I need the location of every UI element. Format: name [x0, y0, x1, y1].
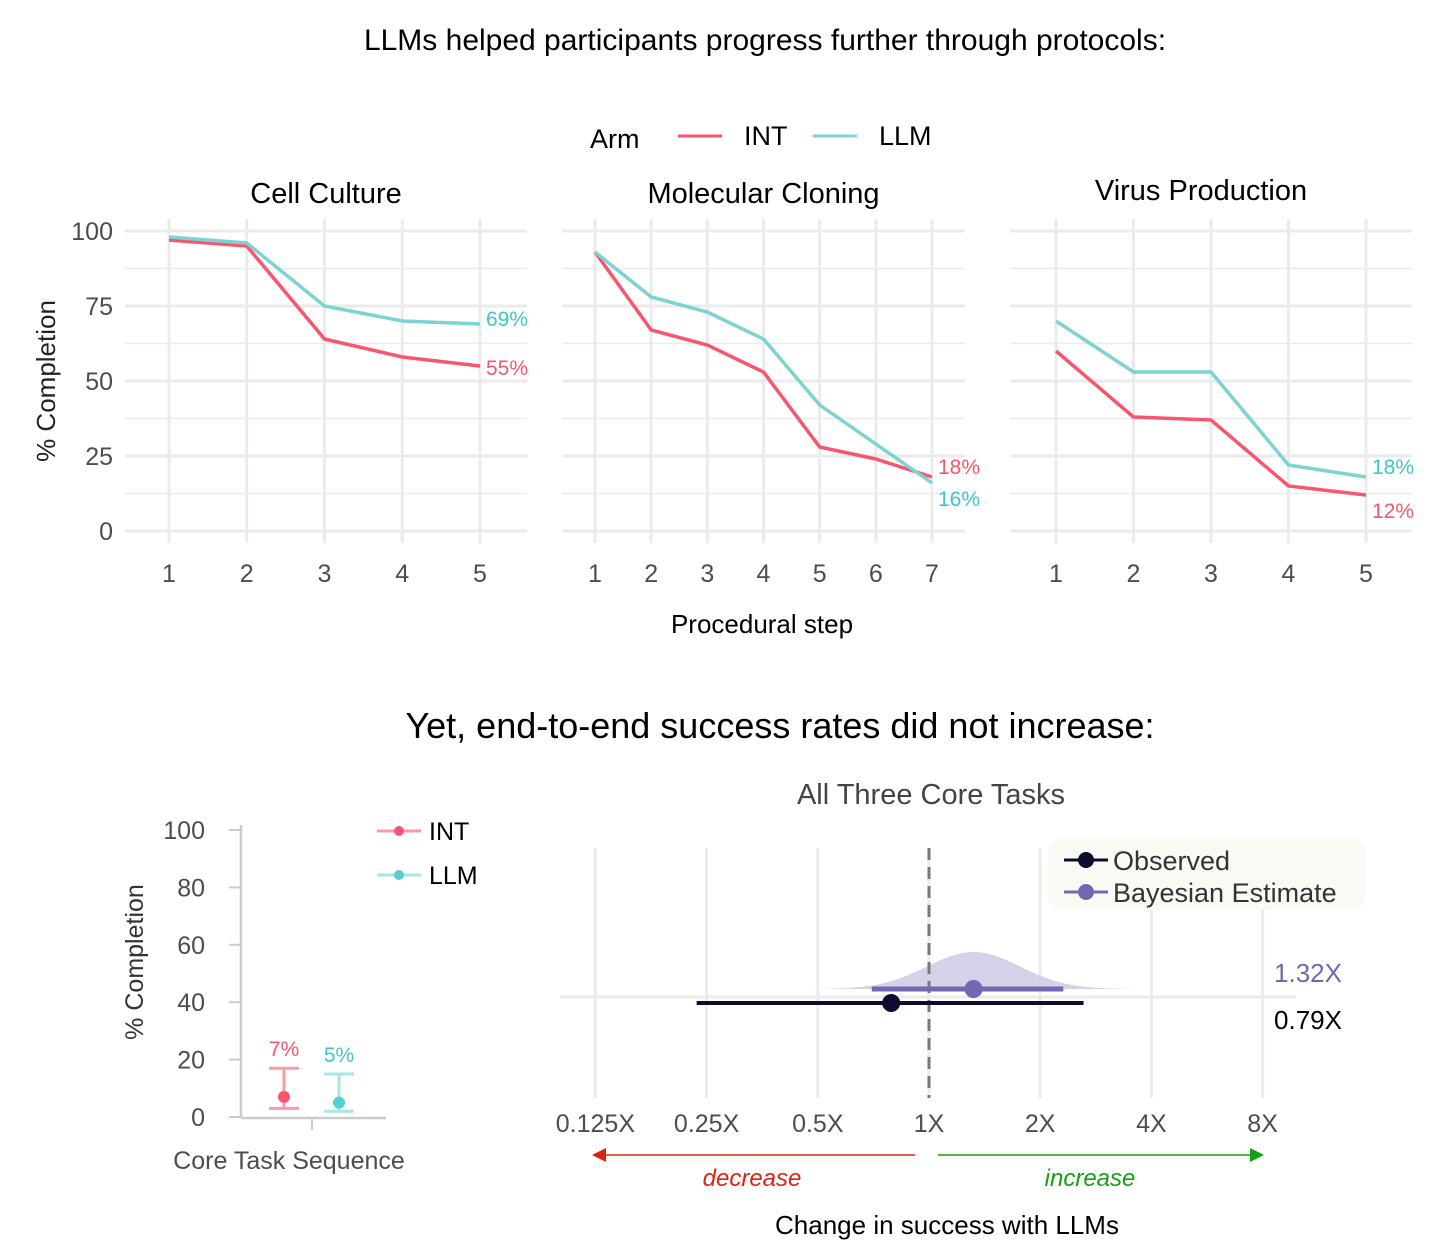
value-label-llm: 5% — [324, 1044, 354, 1067]
point-llm — [333, 1096, 345, 1109]
series-line-llm — [593, 250, 933, 485]
x-tick-label: 0.5X — [792, 1110, 844, 1138]
facet-virus-production: 1 2 3 4 5 Virus Production 12% 18% — [1010, 175, 1414, 588]
end-label-llm: 16% — [938, 488, 980, 511]
legend-int-label: INT — [744, 121, 788, 151]
legend-dot-observed — [1078, 852, 1094, 868]
x-tick-label: 0.125X — [556, 1110, 636, 1138]
x-tick-label: 2 — [644, 560, 658, 588]
y-tick-label: 0 — [191, 1104, 205, 1132]
top-y-label: % Completion — [31, 300, 61, 462]
x-tick-label: 5 — [813, 560, 827, 588]
legend-dot-llm — [394, 870, 404, 880]
series-line-llm — [168, 235, 481, 326]
x-tick-label: 0.25X — [674, 1110, 740, 1138]
x-tick-label: 1 — [1049, 560, 1063, 588]
increase-label: increase — [1045, 1165, 1136, 1192]
facet-title: Cell Culture — [250, 178, 402, 210]
x-tick-label: 3 — [700, 560, 714, 588]
legend-label-observed: Observed — [1113, 846, 1230, 876]
legend-title: Arm — [590, 124, 640, 154]
end-label-int: 12% — [1372, 500, 1414, 523]
x-tick-label: 2X — [1025, 1110, 1056, 1138]
forest-title: All Three Core Tasks — [797, 779, 1065, 811]
series-line-llm — [1055, 319, 1367, 479]
x-tick-label: 2 — [1127, 560, 1141, 588]
legend-background — [1048, 838, 1366, 910]
x-tick-label: 5 — [473, 560, 487, 588]
legend-llm-label: LLM — [879, 121, 932, 151]
y-tick-label: 80 — [177, 874, 205, 902]
facet-panels: 1 2 3 4 5 Cell Culture 55% 69% 1 2 3 4 5 6 7 Molecular … — [71, 175, 1414, 588]
x-axis-label: Core Task Sequence — [173, 1147, 405, 1175]
series-line-int — [593, 250, 933, 479]
x-tick-label: 1X — [914, 1110, 945, 1138]
y-tick-label: 20 — [177, 1047, 205, 1075]
x-tick-label: 4X — [1136, 1110, 1167, 1138]
x-tick-label: 4 — [395, 560, 409, 588]
legend-label-bayesian: Bayesian Estimate — [1113, 878, 1337, 908]
x-tick-label: 5 — [1359, 560, 1373, 588]
top-x-label: Procedural step — [671, 609, 853, 639]
facet-molecular-cloning: 1 2 3 4 5 6 7 Molecular Cloning 18% 16% — [562, 178, 980, 588]
end-label-int: 18% — [938, 456, 980, 479]
x-tick-label: 1 — [162, 560, 176, 588]
decrease-arrowhead-icon — [592, 1148, 606, 1162]
end-label-llm: 18% — [1372, 456, 1414, 479]
legend-dot-int — [394, 826, 404, 836]
series-line-int — [1054, 349, 1367, 497]
y-axis-label: % Completion — [121, 884, 149, 1040]
y-tick-label: 40 — [177, 989, 205, 1017]
point-observed — [882, 994, 901, 1012]
x-tick-label: 3 — [1204, 560, 1218, 588]
top-title: LLMs helped participants progress furthe… — [364, 24, 1166, 57]
decrease-label: decrease — [703, 1165, 802, 1192]
x-tick-label: 2 — [240, 560, 254, 588]
facet-title: Virus Production — [1095, 175, 1307, 207]
x-tick-label: 6 — [869, 560, 883, 588]
x-tick-label: 4 — [1282, 560, 1296, 588]
value-label-observed: 0.79X — [1274, 1005, 1342, 1035]
x-axis-label: Change in success with LLMs — [775, 1210, 1119, 1240]
facet-title: Molecular Cloning — [647, 178, 879, 210]
value-label-bayesian: 1.32X — [1274, 958, 1342, 988]
series-line-int — [168, 238, 481, 368]
point-int — [278, 1090, 290, 1103]
end-label-llm: 69% — [486, 308, 528, 331]
increase-arrowhead-icon — [1250, 1148, 1264, 1162]
legend-label-llm: LLM — [429, 862, 478, 890]
value-label-int: 7% — [269, 1038, 299, 1061]
bottom-title: Yet, end-to-end success rates did not in… — [405, 705, 1154, 746]
posterior-density — [762, 952, 1172, 989]
point-bayesian — [964, 980, 983, 998]
facet-cell-culture: 1 2 3 4 5 Cell Culture 55% 69% — [125, 178, 528, 588]
y-tick-label: 0 — [99, 518, 113, 546]
y-tick-label: 25 — [85, 443, 113, 471]
x-tick-label: 8X — [1247, 1110, 1278, 1138]
top-legend: Arm INT LLM — [590, 121, 932, 154]
core-task-plot: 0 20 40 60 80 100 % Completion Core Task Sequen… — [121, 817, 478, 1175]
legend-label-int: INT — [429, 818, 469, 846]
legend-dot-bayesian — [1078, 884, 1094, 900]
x-tick-label: 3 — [318, 560, 332, 588]
y-tick-label: 100 — [163, 817, 205, 845]
y-tick-label: 50 — [85, 368, 113, 396]
end-label-int: 55% — [486, 357, 528, 380]
x-tick-label: 4 — [757, 560, 771, 588]
x-tick-label: 7 — [925, 560, 939, 588]
y-tick-label: 100 — [71, 218, 113, 246]
x-tick-label: 1 — [588, 560, 602, 588]
y-tick-label: 60 — [177, 932, 205, 960]
y-tick-label: 75 — [85, 293, 113, 321]
forest-plot: All Three Core Tasks 0.125X 0.25X 0.5X 1X 2X 4… — [556, 779, 1366, 1240]
